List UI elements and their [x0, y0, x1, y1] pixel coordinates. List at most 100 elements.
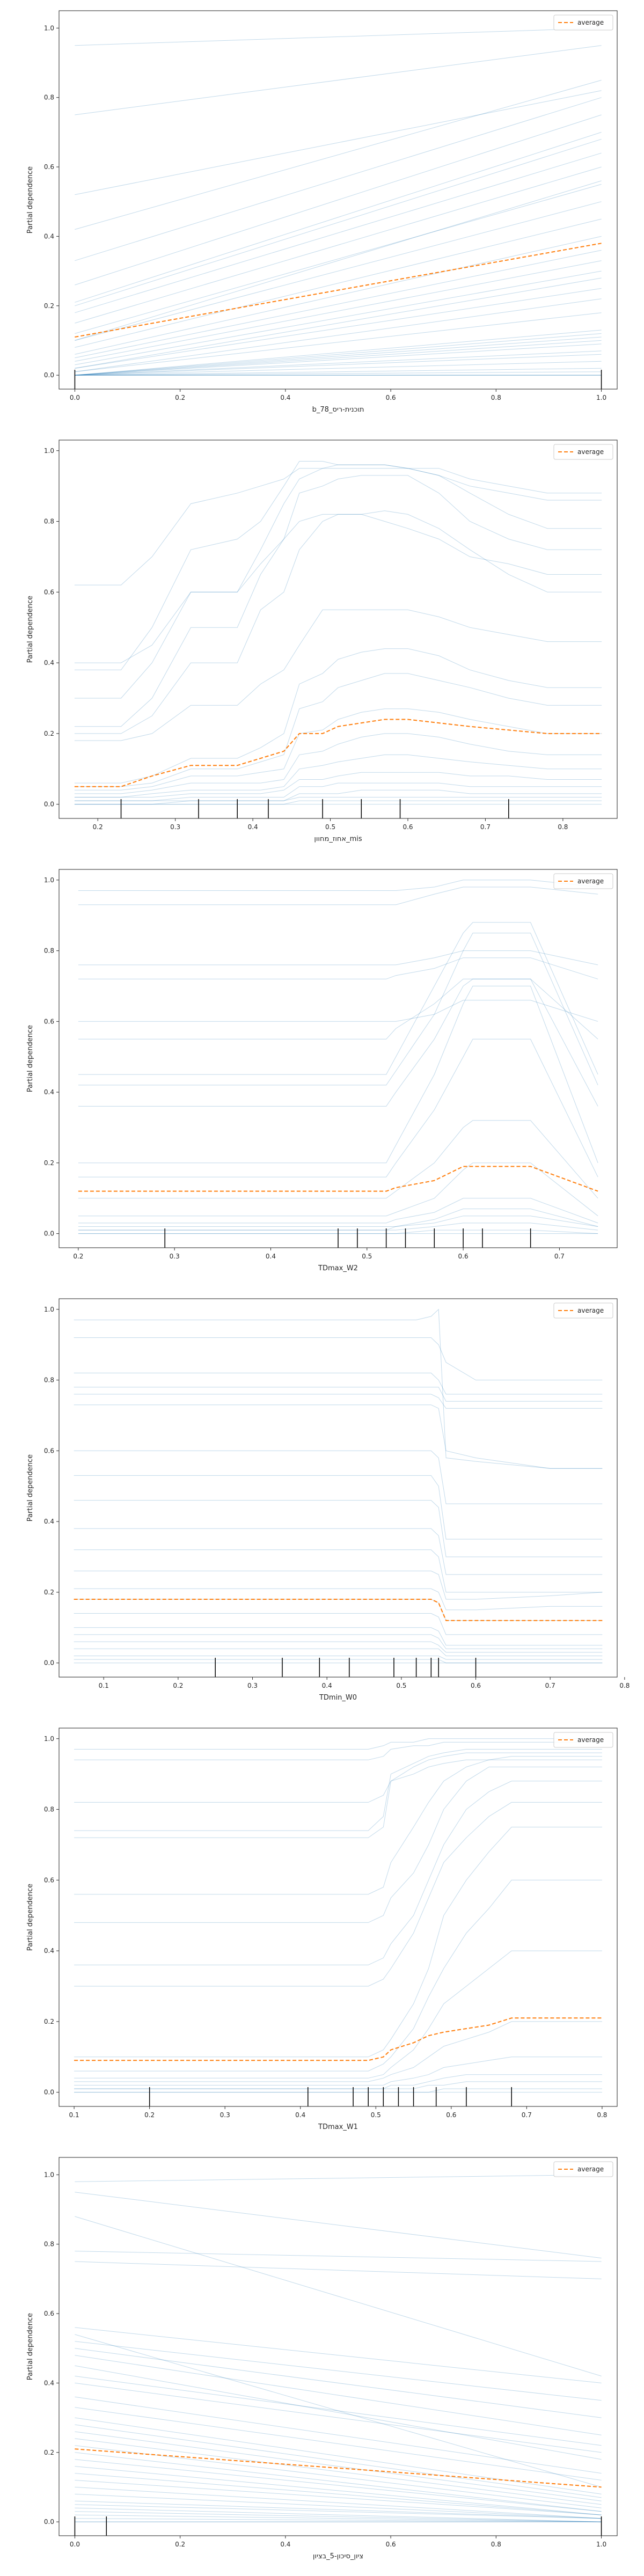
- x-tick-label: 0.4: [248, 823, 258, 831]
- x-tick-label: 0.7: [522, 2111, 532, 2119]
- x-tick-label: 0.6: [386, 394, 396, 401]
- ice-line: [74, 1756, 602, 1895]
- ice-line: [75, 2365, 602, 2460]
- ice-line: [75, 45, 602, 115]
- ice-line: [74, 797, 602, 805]
- y-axis-label: Partial dependence: [26, 596, 34, 663]
- x-tick-label: 0.8: [558, 823, 568, 831]
- y-tick-label: 1.0: [44, 1735, 54, 1743]
- x-tick-label: 0.1: [69, 2111, 79, 2119]
- ice-line: [78, 1038, 598, 1177]
- y-tick-label: 1.0: [44, 876, 54, 884]
- ice-line: [78, 1223, 598, 1231]
- ice-line: [74, 1372, 603, 1395]
- average-line: [74, 2017, 602, 2061]
- legend: average: [553, 14, 613, 31]
- legend-box: [553, 1302, 613, 1319]
- ice-line: [75, 333, 602, 376]
- x-tick-label: 0.3: [170, 1253, 180, 1260]
- ice-line: [74, 1827, 602, 2058]
- ice-line: [74, 1599, 603, 1621]
- y-tick-label: 0.6: [44, 1447, 54, 1454]
- ice-line: [74, 1802, 602, 1987]
- ice-line: [75, 97, 602, 261]
- ice-line: [75, 2261, 602, 2279]
- y-tick-label: 1.0: [44, 2171, 54, 2178]
- plot-frame: [58, 1298, 618, 1678]
- ice-line: [75, 218, 602, 348]
- legend-box: [553, 444, 613, 460]
- ice-line: [78, 950, 598, 965]
- ice-line: [74, 708, 602, 791]
- ice-line: [75, 2493, 602, 2519]
- y-axis-label: Partial dependence: [26, 1884, 34, 1951]
- legend-box: [553, 14, 613, 31]
- x-tick-label: 0.5: [396, 1682, 406, 1689]
- ice-line: [78, 1120, 598, 1199]
- ice-line: [74, 782, 602, 801]
- ice-line: [74, 1450, 603, 1504]
- ice-line: [75, 371, 602, 376]
- ice-line: [75, 350, 602, 376]
- ice-line: [74, 461, 602, 670]
- ice-line: [75, 114, 602, 286]
- ice-line: [78, 957, 598, 979]
- average-line: [74, 1599, 603, 1621]
- x-tick-label: 0.8: [597, 2111, 607, 2119]
- ice-line: [74, 1528, 603, 1575]
- ice-line: [74, 1759, 602, 1803]
- x-tick-label: 0.7: [480, 823, 491, 831]
- ice-line: [75, 2486, 602, 2519]
- ice-line: [74, 1404, 603, 1469]
- ice-line: [78, 880, 598, 891]
- ice-line: [78, 922, 598, 1075]
- x-tick-label: 0.4: [295, 2111, 305, 2119]
- y-tick-label: 0.8: [44, 2241, 54, 2248]
- x-axis-label: b_תוכנית-ריס_78: [312, 406, 364, 414]
- plot-frame: [58, 440, 618, 819]
- ice-line: [75, 166, 602, 324]
- ice-line: [75, 2348, 602, 2418]
- ice-line: [74, 1394, 603, 1409]
- y-axis-label: Partial dependence: [26, 166, 34, 233]
- decile-rug: [215, 1658, 477, 1677]
- ice-line: [74, 673, 602, 787]
- x-tick-label: 0.8: [619, 1682, 630, 1689]
- x-tick-label: 0.4: [266, 1253, 276, 1260]
- ice-line: [74, 510, 602, 734]
- ice-line: [74, 1337, 603, 1380]
- y-tick-label: 0.0: [44, 1230, 54, 1238]
- ice-line: [75, 2473, 602, 2515]
- y-tick-label: 0.4: [44, 2379, 54, 2387]
- ice-line: [74, 464, 602, 699]
- y-tick-label: 0.2: [44, 1589, 54, 1596]
- decile-rug: [74, 370, 602, 389]
- ice-line: [75, 2514, 602, 2522]
- y-tick-label: 0.8: [44, 1377, 54, 1384]
- pdp-panel-5: 0.1 0.2 0.3 0.4 0.5 0.6 0.7 0.8 0.0 0.2 0.4 0.6 0.8 1…: [26, 1728, 618, 2131]
- x-tick-label: 0.4: [322, 1682, 332, 1689]
- pdp-panel-3: 0.2 0.3 0.4 0.5 0.6 0.7 0.0 0.2 0.4 0.6 0.8 1.0 TDma…: [26, 869, 618, 1272]
- y-tick-label: 0.6: [44, 2310, 54, 2317]
- plot-frame: [58, 869, 618, 1248]
- ice-line: [78, 1216, 598, 1231]
- average-line: [78, 1166, 598, 1192]
- ice-line: [75, 184, 602, 334]
- x-tick-label: 1.0: [596, 2541, 606, 2548]
- ice-line: [75, 250, 602, 358]
- ice-line: [75, 260, 602, 362]
- plot-frame: [58, 10, 618, 390]
- ice-line: [74, 475, 602, 727]
- x-axis-label: TDmax_W1: [318, 2123, 358, 2131]
- x-tick-label: 0.4: [280, 394, 290, 401]
- ice-line: [74, 1659, 603, 1664]
- ice-lines: [78, 880, 598, 1234]
- x-tick-label: 0.3: [170, 823, 180, 831]
- average-line: [75, 243, 602, 338]
- ice-lines: [74, 461, 602, 805]
- ice-line: [75, 2504, 602, 2519]
- ice-line: [75, 298, 602, 372]
- ice-line: [74, 1549, 603, 1593]
- ice-line: [75, 2174, 602, 2182]
- ice-line: [74, 2074, 602, 2089]
